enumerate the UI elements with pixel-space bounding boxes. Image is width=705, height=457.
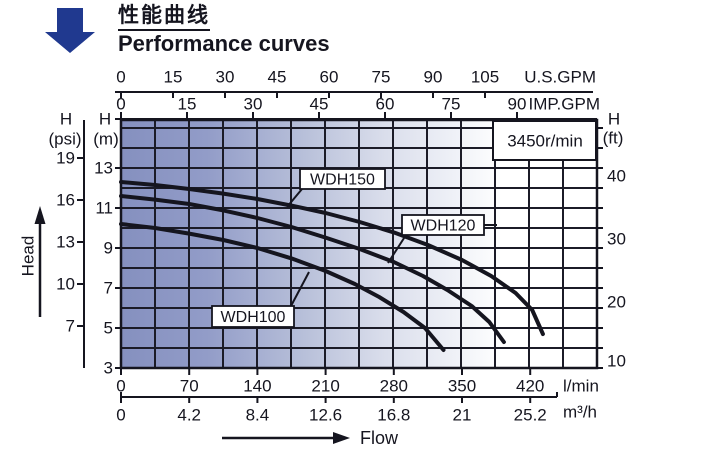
rpm-label: 3450r/min (492, 120, 597, 161)
svg-text:Flow: Flow (360, 428, 399, 448)
svg-text:280: 280 (380, 377, 408, 396)
svg-text:H: H (60, 110, 72, 129)
svg-text:30: 30 (244, 95, 263, 114)
svg-text:U.S.GPM: U.S.GPM (524, 68, 596, 87)
svg-text:0: 0 (116, 377, 125, 396)
svg-text:15: 15 (164, 68, 183, 87)
svg-text:10: 10 (56, 275, 75, 294)
curve-label-wdh120: WDH120 (387, 214, 497, 264)
svg-text:WDH100: WDH100 (221, 309, 286, 326)
svg-text:8.4: 8.4 (246, 406, 270, 425)
svg-text:45: 45 (268, 68, 287, 87)
svg-text:13: 13 (56, 233, 75, 252)
svg-text:16.8: 16.8 (377, 406, 410, 425)
svg-text:15: 15 (178, 95, 197, 114)
axis-us-gpm: 0 15 30 45 60 75 90 105 U.S.GPM (115, 68, 596, 98)
svg-text:3: 3 (104, 359, 113, 378)
svg-text:(psi): (psi) (48, 130, 81, 149)
svg-text:105: 105 (471, 68, 499, 87)
curve-label-wdh150: WDH150 (286, 168, 386, 208)
svg-text:40: 40 (607, 167, 626, 186)
axis-m: H(m) 13 11 9 7 5 3 (93, 110, 121, 378)
axis-m3-h: 0 4.2 8.4 12.6 16.8 21 25.2 m³/h (116, 392, 597, 425)
figure-header: 性能曲线 Performance curves (0, 0, 705, 62)
svg-text:9: 9 (104, 239, 113, 258)
svg-text:0: 0 (116, 95, 125, 114)
svg-text:350: 350 (448, 377, 476, 396)
svg-text:5: 5 (104, 319, 113, 338)
svg-text:0: 0 (116, 406, 125, 425)
svg-text:7: 7 (66, 317, 75, 336)
svg-text:0: 0 (116, 68, 125, 87)
svg-text:IMP.GPM: IMP.GPM (529, 95, 600, 114)
svg-text:4.2: 4.2 (177, 406, 201, 425)
svg-text:420: 420 (516, 377, 544, 396)
svg-text:30: 30 (216, 68, 235, 87)
svg-text:m³/h: m³/h (563, 403, 597, 422)
svg-text:140: 140 (243, 377, 271, 396)
svg-text:19: 19 (56, 149, 75, 168)
svg-text:WDH150: WDH150 (310, 172, 375, 189)
svg-text:70: 70 (180, 377, 199, 396)
title-chinese: 性能曲线 (118, 4, 210, 31)
svg-text:11: 11 (95, 199, 113, 218)
curve-label-wdh100: WDH100 (211, 271, 310, 328)
axis-imp-gpm: 0 15 30 45 60 75 90 IMP.GPM (115, 95, 600, 120)
svg-text:90: 90 (508, 95, 527, 114)
svg-text:H: H (99, 110, 111, 129)
svg-text:16: 16 (56, 191, 75, 210)
curve-wdh120 (119, 194, 506, 344)
head-arrow: Head (19, 206, 46, 317)
svg-text:60: 60 (320, 68, 339, 87)
svg-text:Head: Head (19, 236, 38, 277)
curve-wdh100 (119, 222, 446, 352)
svg-text:H: H (608, 110, 620, 129)
axis-psi: H(psi)19 16 13 10 7 (48, 110, 85, 368)
svg-text:90: 90 (424, 68, 443, 87)
svg-text:25.2: 25.2 (514, 406, 547, 425)
svg-text:13: 13 (94, 159, 113, 178)
svg-text:20: 20 (607, 293, 626, 312)
svg-text:10: 10 (607, 352, 626, 371)
svg-text:75: 75 (372, 68, 391, 87)
title-english: Performance curves (118, 31, 330, 56)
svg-text:l/min: l/min (563, 377, 599, 396)
svg-text:21: 21 (453, 406, 472, 425)
svg-text:(ft): (ft) (603, 129, 624, 148)
svg-text:WDH120: WDH120 (411, 218, 476, 235)
curve-wdh150 (119, 180, 545, 336)
axis-l-min: 0 70 140 210 280 350 420 l/min (116, 368, 599, 396)
svg-text:(m): (m) (93, 130, 118, 149)
flow-arrow: Flow (222, 428, 399, 448)
svg-text:75: 75 (442, 95, 461, 114)
svg-text:45: 45 (310, 95, 329, 114)
axis-ft: H(ft) 40 30 20 10 (597, 110, 626, 371)
down-arrow-icon (45, 8, 95, 53)
svg-text:210: 210 (311, 377, 339, 396)
svg-text:7: 7 (104, 279, 113, 298)
svg-text:30: 30 (607, 230, 626, 249)
svg-text:3450r/min: 3450r/min (507, 132, 583, 151)
svg-text:12.6: 12.6 (309, 406, 342, 425)
svg-text:60: 60 (376, 95, 395, 114)
